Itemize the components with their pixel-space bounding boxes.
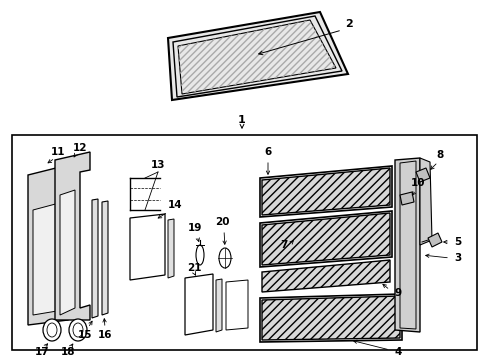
- Polygon shape: [216, 279, 222, 332]
- Text: 11: 11: [51, 147, 65, 157]
- Polygon shape: [168, 12, 347, 100]
- Polygon shape: [225, 280, 247, 330]
- Polygon shape: [262, 168, 389, 215]
- Polygon shape: [427, 233, 441, 247]
- Text: 5: 5: [453, 237, 461, 247]
- Polygon shape: [92, 199, 98, 318]
- Polygon shape: [262, 296, 399, 340]
- Text: 4: 4: [393, 347, 401, 357]
- Text: 1: 1: [238, 115, 245, 125]
- Text: 7: 7: [280, 240, 287, 250]
- Polygon shape: [394, 158, 419, 332]
- Text: 8: 8: [435, 150, 443, 160]
- Polygon shape: [419, 158, 431, 245]
- Ellipse shape: [196, 245, 203, 265]
- Text: 2: 2: [345, 19, 352, 29]
- Text: 3: 3: [453, 253, 461, 263]
- Text: 19: 19: [187, 223, 202, 233]
- Ellipse shape: [219, 248, 230, 268]
- Ellipse shape: [73, 323, 83, 337]
- Text: 21: 21: [186, 263, 201, 273]
- Text: 18: 18: [61, 347, 75, 357]
- Text: 20: 20: [214, 217, 229, 227]
- Ellipse shape: [47, 323, 57, 337]
- Polygon shape: [60, 190, 75, 315]
- Text: 17: 17: [35, 347, 49, 357]
- Polygon shape: [415, 168, 429, 182]
- Ellipse shape: [43, 319, 61, 341]
- Polygon shape: [399, 192, 413, 205]
- Polygon shape: [184, 274, 213, 335]
- Polygon shape: [55, 152, 90, 320]
- Polygon shape: [262, 213, 389, 265]
- Polygon shape: [33, 202, 63, 315]
- Text: 13: 13: [150, 160, 165, 170]
- Polygon shape: [168, 219, 174, 278]
- Bar: [12, 135, 476, 350]
- Polygon shape: [130, 214, 164, 280]
- Polygon shape: [102, 201, 108, 315]
- Text: 10: 10: [410, 178, 425, 188]
- Text: 12: 12: [73, 143, 87, 153]
- Text: 15: 15: [78, 330, 92, 340]
- Polygon shape: [28, 165, 68, 325]
- Text: 6: 6: [264, 147, 271, 157]
- Text: 9: 9: [394, 288, 401, 298]
- Text: 14: 14: [167, 200, 182, 210]
- Polygon shape: [262, 260, 389, 292]
- Ellipse shape: [69, 319, 87, 341]
- Text: 16: 16: [98, 330, 112, 340]
